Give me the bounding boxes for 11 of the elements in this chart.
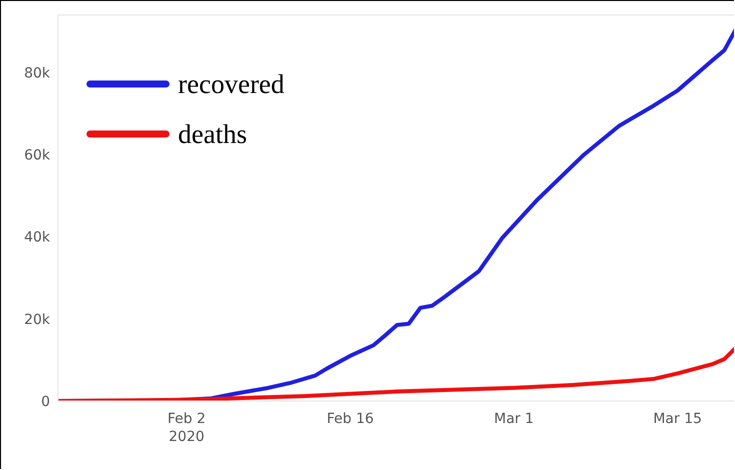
x-tick-label: Feb 16 [326, 411, 374, 427]
legend-label: deaths [178, 118, 247, 150]
y-tick-label: 0 [41, 394, 50, 410]
y-tick-label: 80k [24, 65, 51, 82]
y-tick-label: 40k [24, 230, 51, 246]
y-tick-label: 20k [24, 312, 51, 328]
x-tick-label: Feb 2 2020 [168, 411, 206, 445]
y-tick-label: 60k [24, 148, 51, 164]
legend-label: recovered [178, 68, 284, 100]
x-tick-label: Mar 15 [653, 411, 702, 427]
x-tick-label: Mar 1 [494, 411, 534, 427]
